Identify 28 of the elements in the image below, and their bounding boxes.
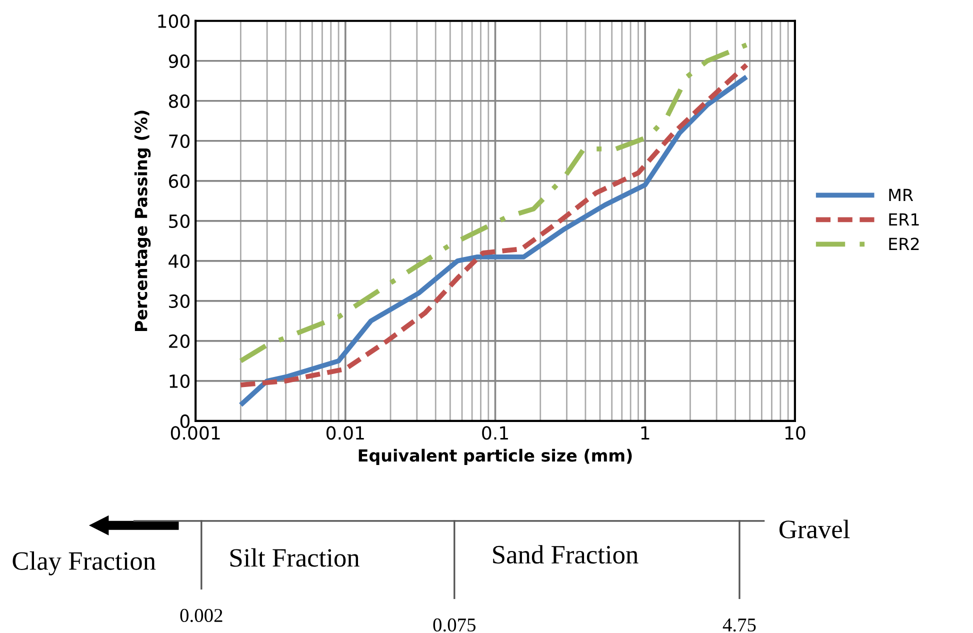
y-axis-title: Percentage Passing (%) [134, 110, 151, 331]
y-tick-label: 40 [168, 254, 190, 268]
y-tick-label: 100 [158, 14, 190, 28]
text: 0.002 [180, 608, 222, 622]
text: Clay Fraction [12, 551, 156, 576]
x-tick-label: 0.001 [170, 426, 220, 440]
x-tick-label: 0.1 [482, 426, 508, 440]
text: Silt Fraction [230, 548, 360, 567]
x-axis-title: Equivalent particle size (mm) [358, 448, 632, 465]
y-tick-label: 20 [169, 334, 190, 348]
text: 4.75 [722, 618, 756, 632]
y-tick-label: 30 [169, 294, 190, 308]
legend-label: ER2 [889, 238, 919, 250]
y-tick-label: 70 [169, 134, 190, 148]
y-tick-label: 50 [169, 214, 190, 228]
y-tick-label: 60 [168, 174, 190, 188]
legend-label: ER1 [889, 213, 919, 226]
y-tick-label: 10 [170, 374, 190, 388]
y-tick-label: 80 [168, 94, 190, 108]
legend-label: MR [889, 188, 914, 202]
x-tick-label: 10 [785, 426, 806, 440]
text: Gravel [779, 520, 850, 538]
x-tick-label: 1 [641, 426, 650, 440]
text: 0.075 [433, 618, 476, 632]
y-tick-label: 0 [180, 414, 190, 428]
text: Sand Fraction [493, 545, 638, 564]
y-tick-label: 90 [168, 54, 190, 68]
x-tick-label: 0.01 [326, 426, 364, 440]
